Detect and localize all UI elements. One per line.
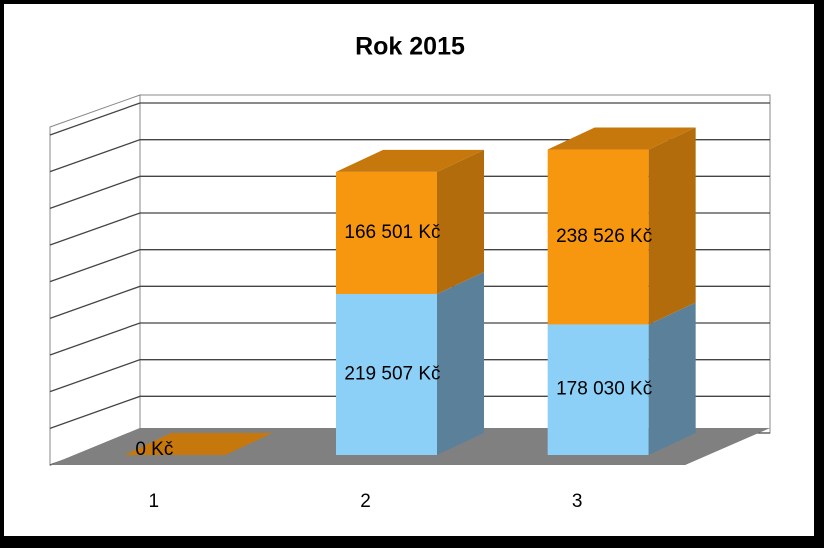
x-tick-label: 3 (572, 491, 583, 512)
bar (547, 324, 649, 455)
grid-line (49, 139, 770, 173)
bar-side (648, 127, 696, 325)
bar (336, 171, 437, 295)
value-label: 238 526 Kč (556, 226, 652, 247)
value-label: 178 030 Kč (556, 379, 652, 400)
bar-top (336, 149, 484, 172)
grid-line (49, 102, 770, 136)
bar (336, 294, 437, 455)
bar-top (547, 127, 696, 150)
bar-top (124, 433, 273, 455)
value-label: 0 Kč (135, 439, 173, 460)
bar-side (648, 302, 696, 455)
bar-side (437, 149, 484, 295)
side-wall (49, 94, 141, 466)
value-label: 219 507 Kč (344, 364, 440, 385)
x-tick-label: 2 (360, 491, 371, 512)
value-label: 166 501 Kč (344, 222, 440, 243)
x-tick-label: 1 (149, 491, 160, 512)
bar (547, 149, 649, 325)
chart-title: Rok 2015 (355, 33, 465, 61)
bar-side (437, 272, 484, 455)
